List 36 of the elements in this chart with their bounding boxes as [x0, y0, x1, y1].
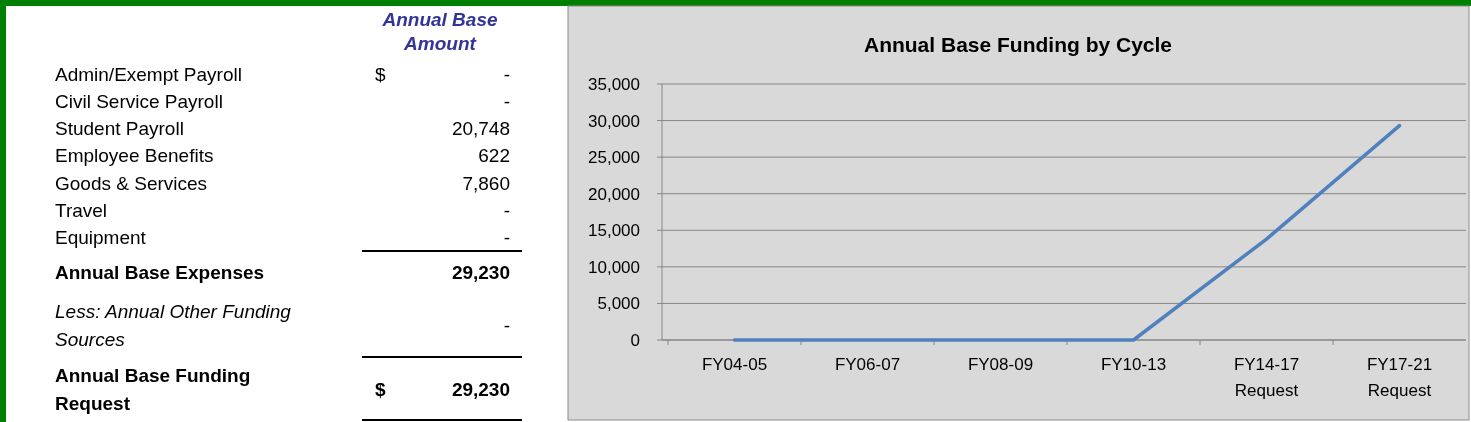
y-tick-label: 5,000	[597, 294, 640, 314]
text: 20,748	[451, 118, 510, 139]
x-tick-label: FY14-17 Request	[1233, 355, 1300, 400]
text: -	[503, 315, 510, 336]
y-tick-label: 10,000	[588, 257, 640, 277]
x-tick-label: FY04-05	[701, 355, 768, 374]
category-label: Admin/Exempt Payroll	[55, 64, 242, 85]
y-tick-label: 30,000	[588, 111, 640, 131]
y-tick-label: 25,000	[588, 148, 640, 168]
category-label: Goods & Services	[55, 173, 208, 194]
text: 7,860	[462, 173, 510, 194]
category-label: Equipment	[55, 227, 147, 248]
text: Annual Base Amount	[381, 9, 498, 54]
text: $ -	[375, 64, 510, 85]
y-tick-label: 20,000	[588, 184, 640, 204]
category-label: Annual Base Funding Request	[55, 365, 251, 414]
text: $ 29,230	[375, 379, 510, 400]
text: 622	[478, 145, 510, 166]
category-label: Student Payroll	[55, 118, 184, 139]
category-label: Less: Annual Other Funding Sources	[55, 301, 292, 350]
text: -	[503, 200, 510, 221]
x-tick-label: FY17-21 Request	[1366, 355, 1433, 400]
y-tick-label: 0	[630, 331, 640, 350]
y-tick-label: 35,000	[588, 75, 640, 94]
y-tick-label: 15,000	[588, 221, 640, 241]
category-label: Travel	[55, 200, 108, 221]
x-tick-label: FY08-09	[967, 355, 1034, 374]
text: 29,230	[451, 262, 510, 283]
chart-title: Annual Base Funding by Cycle	[863, 33, 1173, 56]
text: -	[503, 91, 510, 112]
category-label: Employee Benefits	[55, 145, 214, 166]
text: -	[503, 227, 510, 248]
category-label: Annual Base Expenses	[55, 262, 265, 283]
x-tick-label: FY10-13	[1100, 355, 1167, 374]
x-tick-label: FY06-07	[834, 355, 901, 374]
category-label: Civil Service Payroll	[55, 91, 223, 112]
